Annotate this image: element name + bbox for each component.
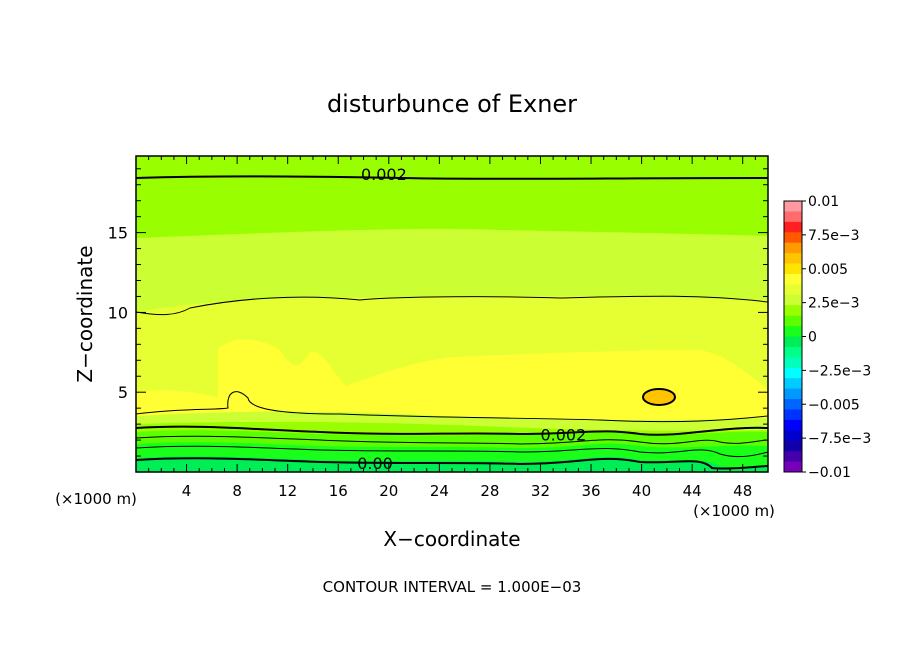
colorbar-swatch bbox=[784, 232, 802, 244]
x-tick-label: 36 bbox=[581, 482, 600, 500]
colorbar-swatch bbox=[784, 388, 802, 400]
axis-ticks bbox=[136, 156, 768, 472]
chart-title: disturbunce of Exner bbox=[327, 90, 577, 118]
colorbar-swatch bbox=[784, 284, 802, 296]
colorbar-swatch bbox=[784, 211, 802, 223]
y-tick-label: 15 bbox=[108, 224, 128, 243]
x-tick-label: 48 bbox=[733, 482, 752, 500]
colorbar-swatch bbox=[784, 419, 802, 431]
colorbar-swatch bbox=[784, 430, 802, 442]
y-axis-label: Z−coordinate bbox=[73, 245, 97, 382]
y-tick-label: 10 bbox=[108, 303, 128, 322]
colorbar-swatch bbox=[784, 305, 802, 317]
colorbar-swatch bbox=[784, 294, 802, 306]
x-tick-label: 16 bbox=[329, 482, 348, 500]
colorbar-swatch bbox=[784, 461, 802, 473]
colorbar-swatch bbox=[784, 315, 802, 327]
colorbar-label: −2.5e−3 bbox=[808, 363, 871, 379]
contour-label: 0.002 bbox=[540, 425, 586, 444]
colorbar-swatch bbox=[784, 357, 802, 369]
x-origin-unit-label: (×1000 m) bbox=[55, 490, 137, 508]
colorbar-swatch bbox=[784, 440, 802, 452]
colorbar-swatch bbox=[784, 253, 802, 265]
colorbar bbox=[783, 200, 806, 473]
x-tick-label: 44 bbox=[683, 482, 702, 500]
contour-field bbox=[136, 156, 768, 472]
x-tick-label: 24 bbox=[430, 482, 449, 500]
colorbar-swatch bbox=[784, 367, 802, 379]
high-blob bbox=[642, 388, 676, 406]
x-tick-label: 8 bbox=[232, 482, 242, 500]
x-tick-label: 4 bbox=[182, 482, 192, 500]
colorbar-swatch bbox=[784, 326, 802, 337]
colorbar-label: 7.5e−3 bbox=[808, 228, 860, 244]
x-tick-label: 40 bbox=[632, 482, 651, 500]
colorbar-label: 0.01 bbox=[808, 194, 839, 210]
colorbar-swatch bbox=[784, 399, 802, 410]
contour-interval-note: CONTOUR INTERVAL = 1.000E−03 bbox=[323, 578, 582, 596]
colorbar-swatch bbox=[784, 451, 802, 463]
colorbar-swatch bbox=[784, 378, 802, 390]
x-tick-label: 32 bbox=[531, 482, 550, 500]
x-end-unit-label: (×1000 m) bbox=[693, 502, 775, 520]
x-tick-label: 28 bbox=[480, 482, 499, 500]
colorbar-label: 2.5e−3 bbox=[808, 296, 860, 312]
x-tick-label: 12 bbox=[278, 482, 297, 500]
colorbar-swatch bbox=[784, 242, 802, 254]
colorbar-swatch bbox=[784, 263, 802, 275]
x-tick-label: 20 bbox=[379, 482, 398, 500]
colorbar-label: 0.005 bbox=[808, 262, 848, 278]
colorbar-swatch bbox=[784, 346, 802, 358]
x-axis-label: X−coordinate bbox=[383, 527, 520, 551]
colorbar-label: −0.01 bbox=[808, 465, 851, 481]
colorbar-swatch bbox=[784, 336, 802, 348]
colorbar-swatch bbox=[784, 201, 802, 212]
colorbar-swatch bbox=[784, 221, 802, 233]
contour-labels: 0.002 0.002 0.00 bbox=[357, 165, 586, 473]
colorbar-swatch bbox=[784, 273, 802, 285]
colorbar-label: 0 bbox=[808, 330, 817, 346]
colorbar-swatch bbox=[784, 409, 802, 421]
contour-label: 0.00 bbox=[357, 454, 393, 473]
y-tick-label: 5 bbox=[118, 383, 128, 402]
colorbar-labels: 0.01 7.5e−3 0.005 2.5e−3 0 −2.5e−3 −0.005 −7.5e… bbox=[808, 194, 871, 481]
contour-label: 0.002 bbox=[361, 165, 407, 184]
colorbar-label: −7.5e−3 bbox=[808, 431, 871, 447]
colorbar-label: −0.005 bbox=[808, 397, 860, 413]
